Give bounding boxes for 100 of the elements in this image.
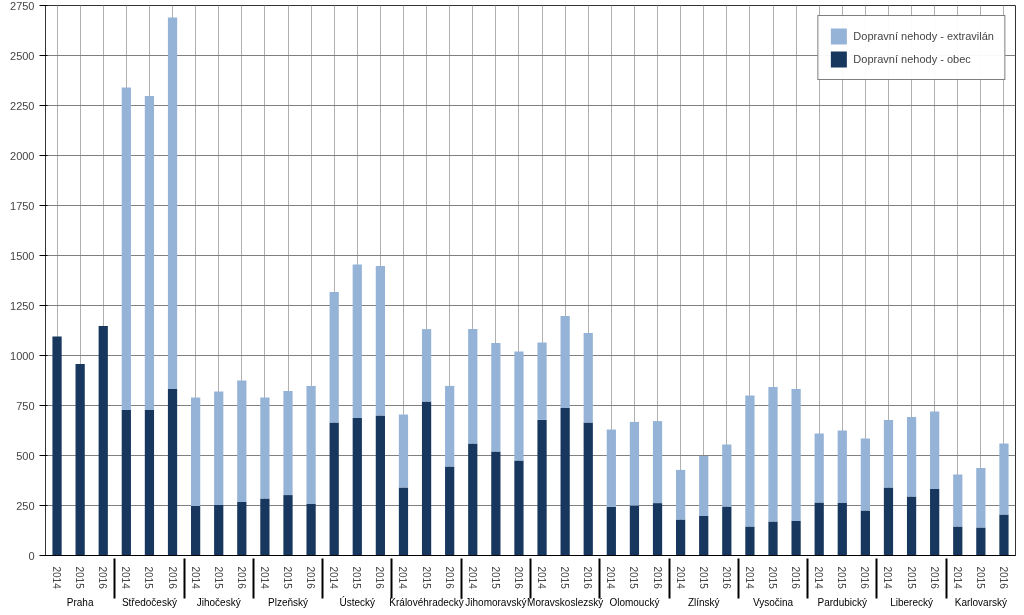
bar (237, 380, 247, 502)
bar (260, 397, 270, 499)
x-tick-label: 2015 (351, 566, 363, 590)
y-tick-label: 2000 (10, 149, 35, 162)
x-tick-label: 2015 (905, 566, 917, 590)
bar (999, 443, 1009, 515)
bar (906, 416, 917, 497)
bar (906, 496, 917, 556)
y-tick-label: 0 (28, 549, 35, 562)
bar (144, 95, 155, 410)
bar (722, 506, 732, 556)
y-tick-label: 1250 (10, 299, 35, 312)
x-tick-label: 2015 (143, 566, 155, 590)
bar (837, 503, 847, 556)
bar (121, 87, 131, 410)
bar (537, 342, 547, 420)
x-tick-label: 2016 (443, 566, 455, 590)
x-tick-label: 2015 (697, 566, 709, 590)
bar (98, 325, 108, 556)
bar (768, 521, 778, 556)
bar (283, 391, 293, 496)
bar (976, 468, 986, 528)
x-tick-label: 2014 (951, 566, 963, 590)
x-tick-label: 2015 (282, 566, 293, 590)
x-tick-label: 2016 (928, 566, 940, 590)
bar (375, 265, 385, 416)
bar (676, 519, 686, 556)
bar (699, 455, 709, 516)
text: Liberecký (890, 596, 933, 608)
bar (468, 329, 478, 444)
text: Královéhradecký (389, 596, 464, 608)
bar (537, 419, 547, 556)
text: Pardubický (817, 596, 868, 608)
text: Praha (66, 596, 94, 608)
bar (329, 422, 339, 556)
y-tick-label: 1000 (10, 349, 35, 362)
text: Plzeňský (267, 596, 309, 608)
bar (514, 460, 524, 556)
bar (167, 389, 178, 556)
bar (791, 388, 801, 522)
text: Jihočeský (196, 596, 241, 608)
text: Ústecký (339, 595, 376, 608)
x-tick-label: 2016 (997, 566, 1009, 590)
bar (491, 343, 501, 452)
x-tick-label: 2016 (651, 566, 663, 590)
x-tick-label: 2016 (235, 566, 247, 590)
y-tick-label: 500 (16, 449, 35, 462)
x-tick-label: 2014 (120, 566, 132, 590)
bar (745, 395, 755, 527)
bar (445, 385, 455, 467)
bar (722, 444, 732, 507)
bar (699, 515, 709, 556)
x-tick-label: 2015 (420, 566, 432, 590)
bar (930, 411, 940, 490)
x-tick-label: 2016 (166, 566, 178, 590)
text: Vysočina (752, 596, 794, 608)
bar (398, 414, 409, 488)
bar (306, 503, 316, 556)
y-tick-label: 2250 (10, 99, 35, 112)
x-tick-label: 2016 (305, 566, 317, 590)
bar (491, 451, 501, 556)
y-tick-label: 1500 (10, 249, 35, 262)
bar (629, 421, 640, 506)
bar (629, 505, 640, 556)
x-tick-label: 2015 (767, 566, 778, 590)
x-tick-label: 2015 (974, 566, 986, 590)
x-tick-label: 2015 (489, 566, 501, 590)
x-tick-label: 2014 (813, 566, 825, 590)
bar (375, 415, 385, 556)
x-tick-label: 2014 (258, 566, 270, 590)
x-tick-label: 2015 (836, 566, 848, 590)
bar (606, 506, 616, 556)
bar (329, 291, 339, 423)
bar (860, 438, 870, 511)
bar (837, 430, 847, 504)
x-tick-label: 2014 (189, 566, 201, 590)
x-tick-label: 2016 (720, 566, 732, 590)
bar (560, 315, 570, 408)
x-tick-label: 2015 (628, 566, 640, 590)
x-tick-label: 2014 (51, 566, 63, 590)
bar (860, 510, 870, 556)
bar (953, 526, 963, 556)
text: Olomoucký (609, 596, 660, 608)
bar (583, 422, 593, 556)
bar (560, 407, 570, 556)
bar (583, 333, 593, 423)
x-tick-label: 2016 (97, 566, 109, 590)
bar (445, 466, 455, 556)
bar (167, 17, 178, 390)
bar (676, 469, 686, 520)
bar (75, 363, 85, 556)
bar (398, 487, 409, 556)
x-tick-label: 2014 (674, 566, 686, 590)
x-tick-label: 2016 (790, 566, 802, 590)
bar (976, 527, 986, 556)
bar (883, 487, 894, 556)
bar (191, 505, 201, 556)
legend-label: Dopravní nehody - extravilán (853, 30, 994, 42)
x-tick-label: 2016 (582, 566, 594, 590)
bar (652, 421, 663, 504)
